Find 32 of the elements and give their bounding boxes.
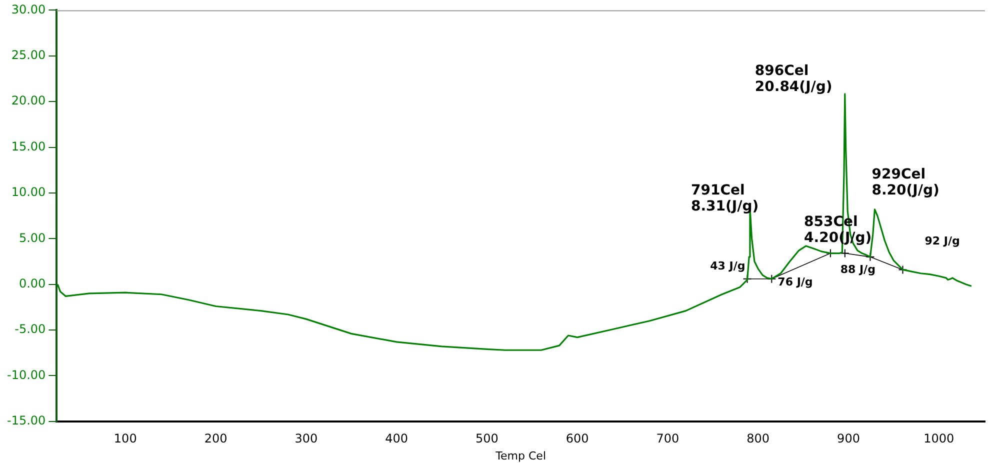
x-tick-label: 100: [114, 432, 137, 446]
point: [866, 252, 875, 262]
x-tick-label: 500: [475, 432, 498, 446]
annotation: 43 J/g: [710, 260, 746, 273]
x-tick-label: 1000: [924, 432, 954, 446]
y-tick-label: 5.00: [18, 230, 46, 245]
y-tick-label: -5.00: [14, 322, 46, 336]
annotation: 76 J/g: [778, 276, 813, 289]
x-tick-label: 400: [385, 432, 408, 446]
annotation: 896Cel 20.84(J/g): [754, 62, 832, 95]
y-tick-label: -15.00: [6, 414, 46, 428]
y-tick-label: 0.00: [18, 276, 46, 290]
x-tick-label: 800: [746, 432, 770, 446]
y-tick-label: 15.00: [11, 139, 46, 154]
annotation: 791Cel 8.31(J/g): [690, 182, 759, 214]
annotation: 88 J/g: [840, 263, 876, 276]
x-tick-label: 900: [837, 432, 860, 446]
y-tick-label: 25.00: [11, 48, 46, 62]
annotation: 929Cel 8.20(J/g): [872, 166, 940, 198]
point: [898, 265, 908, 274]
point: [840, 248, 850, 258]
x-axis-title: Temp Cel: [494, 449, 546, 462]
point: [767, 274, 776, 284]
y-tick-label: 20.00: [11, 94, 46, 108]
y-tick-label: 30.00: [11, 2, 46, 16]
y-tick-label: 10.00: [11, 185, 46, 200]
x-tick-label: 600: [566, 432, 589, 446]
x-tick-label: 300: [294, 432, 318, 446]
annotation: 92 J/g: [924, 234, 960, 248]
x-tick-label: 200: [204, 432, 228, 446]
y-tick-label: -10.00: [6, 368, 46, 382]
x-tick-label: 700: [656, 432, 680, 446]
